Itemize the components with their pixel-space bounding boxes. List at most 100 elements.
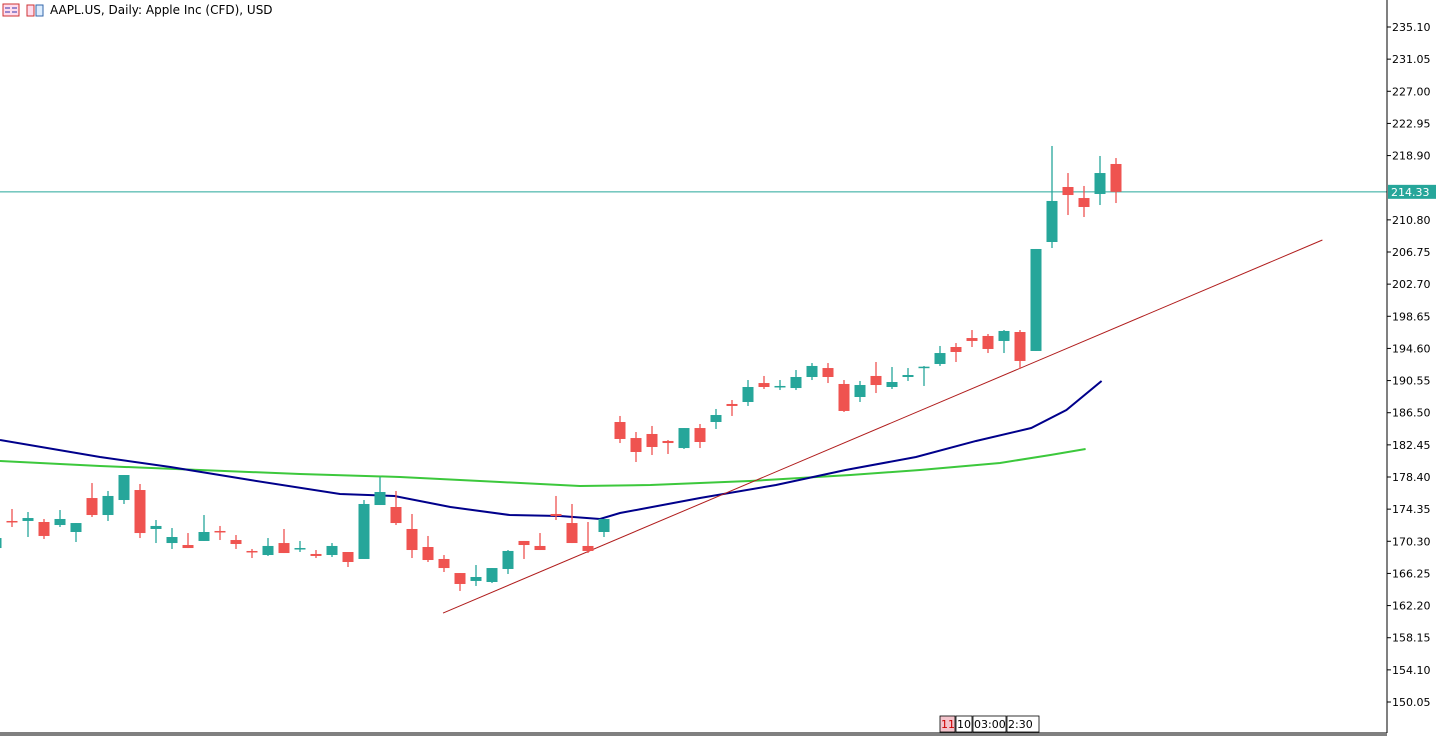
bullish-candle [486,568,498,582]
bearish-candle [646,433,658,447]
bullish-candle [902,375,914,377]
chart-template-icon[interactable] [26,3,44,17]
bearish-candle [38,522,50,536]
bullish-candle [198,532,210,541]
bullish-candle [22,518,34,521]
y-tick-label: 210.80 [1392,214,1431,227]
chart-title: AAPL.US, Daily: Apple Inc (CFD), USD [50,3,273,17]
bullish-candle [1046,200,1058,242]
bullish-candle [166,537,178,544]
bearish-candle [614,422,626,439]
bullish-candle [358,503,370,559]
y-tick-label: 227.00 [1392,85,1431,98]
bullish-candle [934,353,946,364]
bearish-candle [6,520,18,523]
fast-moving-average-line [0,380,1103,520]
bearish-candle [838,383,850,411]
y-tick-label: 198.65 [1392,310,1431,323]
bearish-candle [582,545,594,551]
bullish-candle [790,377,802,389]
y-tick-label: 202.70 [1392,278,1431,291]
bearish-candle [662,440,674,444]
bearish-candle [182,545,194,549]
bullish-candle [598,518,610,532]
y-tick-label: 186.50 [1392,407,1431,420]
bearish-candle [518,540,530,546]
bearish-candle [534,545,546,551]
y-tick-label: 170.30 [1392,535,1431,548]
bearish-candle [390,507,402,524]
bullish-candle [678,428,690,449]
bearish-candle [214,530,226,533]
bearish-candle [694,428,706,442]
bullish-candle [1094,173,1106,194]
y-tick-label: 235.10 [1392,21,1431,34]
time-label-box [1006,715,1040,733]
bullish-candle [0,538,2,549]
bearish-candle [422,547,434,561]
y-tick-label: 222.95 [1392,117,1431,130]
y-tick-label: 231.05 [1392,53,1431,66]
bullish-candle [774,385,786,388]
y-tick-label: 174.35 [1392,503,1431,516]
bearish-candle [982,335,994,349]
chart-header: AAPL.US, Daily: Apple Inc (CFD), USD [2,3,273,17]
list-icon[interactable] [2,3,20,17]
bearish-candle [134,490,146,534]
time-label: 2:30 [1008,718,1033,731]
bearish-candle [1110,163,1122,192]
bearish-candle [1078,198,1090,207]
bullish-candle [918,366,930,369]
current-price-label: 214.33 [1391,186,1430,199]
bullish-candle [1030,248,1042,351]
y-tick-label: 194.60 [1392,342,1431,355]
time-label-box [972,715,1007,733]
bullish-candle [710,415,722,422]
bullish-candle [150,525,162,529]
bearish-candle [630,438,642,452]
bullish-candle [262,545,274,556]
bearish-candle [230,540,242,544]
y-tick-label: 218.90 [1392,150,1431,163]
bullish-candle [102,495,114,516]
bullish-candle [374,492,386,506]
bearish-candle [278,543,290,554]
y-tick-label: 158.15 [1392,632,1431,645]
bearish-candle [726,403,738,406]
bullish-candle [470,577,482,581]
bearish-candle [870,375,882,386]
bullish-candle [118,475,130,501]
y-tick-label: 166.25 [1392,567,1431,580]
y-tick-label: 190.55 [1392,375,1431,388]
bullish-candle [326,545,338,556]
bullish-candle [294,548,306,550]
y-tick-label: 162.20 [1392,600,1431,613]
bearish-candle [454,573,466,584]
bearish-candle [950,347,962,352]
time-label-box [939,715,956,733]
bullish-candle [806,365,818,377]
time-label-box [955,715,973,733]
bearish-candle [966,338,978,341]
time-label: 11 [941,718,955,731]
bullish-candle [854,385,866,397]
y-tick-label: 182.45 [1392,439,1431,452]
bullish-candle [54,518,66,526]
bearish-candle [758,383,770,387]
y-tick-label: 154.10 [1392,664,1431,677]
y-tick-label: 178.40 [1392,471,1431,484]
bearish-candle [86,498,98,516]
trendline [442,239,1323,614]
slow-moving-average-line [0,447,1086,487]
y-tick-label: 150.05 [1392,696,1431,709]
bullish-candle [742,387,754,402]
bearish-candle [1062,187,1074,196]
bearish-candle [406,528,418,551]
bearish-candle [246,550,258,553]
bearish-candle [822,368,834,377]
current-price-badge [1388,184,1436,199]
bearish-candle [550,513,562,516]
bullish-candle [70,523,82,532]
y-tick-label: 206.75 [1392,246,1431,259]
